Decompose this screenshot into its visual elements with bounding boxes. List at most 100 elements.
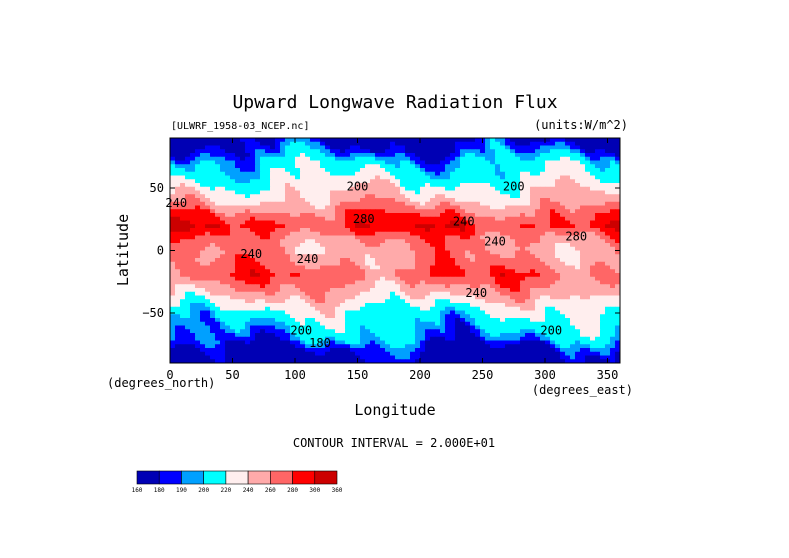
heatmap-cell xyxy=(475,220,481,225)
heatmap-cell xyxy=(560,246,566,251)
heatmap-cell xyxy=(320,318,326,323)
heatmap-cell xyxy=(230,246,236,251)
heatmap-cell xyxy=(605,310,611,315)
heatmap-cell xyxy=(475,153,481,158)
heatmap-cell xyxy=(455,190,461,195)
heatmap-cell xyxy=(440,205,446,210)
heatmap-cell xyxy=(190,138,196,143)
heatmap-cell xyxy=(285,175,291,180)
heatmap-cell xyxy=(315,213,321,218)
heatmap-cell xyxy=(265,265,271,270)
heatmap-cell xyxy=(565,235,571,240)
heatmap-cell xyxy=(370,201,376,206)
heatmap-cell xyxy=(205,254,211,259)
heatmap-cell xyxy=(610,340,616,345)
heatmap-cell xyxy=(535,153,541,158)
heatmap-cell xyxy=(425,239,431,244)
heatmap-cell xyxy=(580,291,586,296)
heatmap-cell xyxy=(250,190,256,195)
heatmap-cell xyxy=(425,318,431,323)
heatmap-cell xyxy=(545,201,551,206)
heatmap-cell xyxy=(385,310,391,315)
heatmap-cell xyxy=(575,164,581,169)
heatmap-cell xyxy=(490,269,496,274)
heatmap-cell xyxy=(255,216,261,221)
heatmap-cell xyxy=(385,329,391,334)
heatmap-cell xyxy=(215,250,221,255)
heatmap-cell xyxy=(455,329,461,334)
heatmap-cell xyxy=(605,258,611,263)
heatmap-cell xyxy=(530,258,536,263)
heatmap-cell xyxy=(500,205,506,210)
heatmap-cell xyxy=(535,258,541,263)
heatmap-cell xyxy=(280,280,286,285)
heatmap-cell xyxy=(380,246,386,251)
heatmap-cell xyxy=(485,261,491,266)
heatmap-cell xyxy=(385,164,391,169)
heatmap-cell xyxy=(435,138,441,143)
heatmap-cell xyxy=(220,186,226,191)
heatmap-cell xyxy=(590,280,596,285)
heatmap-cell xyxy=(445,194,451,199)
heatmap-cell xyxy=(515,336,521,341)
heatmap-cell xyxy=(445,340,451,345)
heatmap-cell xyxy=(515,168,521,173)
heatmap-cell xyxy=(415,310,421,315)
heatmap-cell xyxy=(540,186,546,191)
heatmap-cell xyxy=(425,246,431,251)
heatmap-cell xyxy=(400,288,406,293)
heatmap-cell xyxy=(310,325,316,330)
heatmap-cell xyxy=(300,213,306,218)
heatmap-cell xyxy=(315,333,321,338)
heatmap-cell xyxy=(525,303,531,308)
heatmap-cell xyxy=(270,340,276,345)
heatmap-cell xyxy=(505,265,511,270)
heatmap-cell xyxy=(225,273,231,278)
heatmap-cell xyxy=(335,269,341,274)
heatmap-cell xyxy=(490,183,496,188)
heatmap-cell xyxy=(410,306,416,311)
heatmap-cell xyxy=(440,138,446,143)
heatmap-cell xyxy=(615,205,621,210)
heatmap-cell xyxy=(340,306,346,311)
heatmap-cell xyxy=(280,261,286,266)
heatmap-cell xyxy=(260,160,266,165)
heatmap-cell xyxy=(565,321,571,326)
heatmap-cell xyxy=(230,213,236,218)
heatmap-cell xyxy=(175,171,181,176)
heatmap-cell xyxy=(410,175,416,180)
heatmap-cell xyxy=(365,209,371,214)
heatmap-cell xyxy=(200,310,206,315)
heatmap-cell xyxy=(365,243,371,248)
heatmap-cell xyxy=(540,276,546,281)
heatmap-cell xyxy=(290,186,296,191)
heatmap-cell xyxy=(575,269,581,274)
heatmap-cell xyxy=(200,224,206,229)
heatmap-cell xyxy=(495,246,501,251)
heatmap-cell xyxy=(255,141,261,146)
heatmap-cell xyxy=(505,246,511,251)
heatmap-cell xyxy=(375,175,381,180)
heatmap-cell xyxy=(550,303,556,308)
heatmap-cell xyxy=(170,153,176,158)
heatmap-cell xyxy=(465,198,471,203)
heatmap-cell xyxy=(490,333,496,338)
heatmap-cell xyxy=(550,239,556,244)
heatmap-cell xyxy=(420,329,426,334)
heatmap-cell xyxy=(205,186,211,191)
heatmap-cell xyxy=(465,254,471,259)
heatmap-cell xyxy=(615,314,621,319)
heatmap-cell xyxy=(580,321,586,326)
heatmap-cell xyxy=(310,153,316,158)
heatmap-cell xyxy=(595,190,601,195)
heatmap-cell xyxy=(470,239,476,244)
heatmap-cell xyxy=(230,183,236,188)
heatmap-cell xyxy=(485,235,491,240)
heatmap-cell xyxy=(555,171,561,176)
heatmap-cell xyxy=(460,291,466,296)
heatmap-cell xyxy=(275,306,281,311)
heatmap-cell xyxy=(320,216,326,221)
heatmap-cell xyxy=(380,168,386,173)
heatmap-cell xyxy=(315,295,321,300)
heatmap-cell xyxy=(345,273,351,278)
